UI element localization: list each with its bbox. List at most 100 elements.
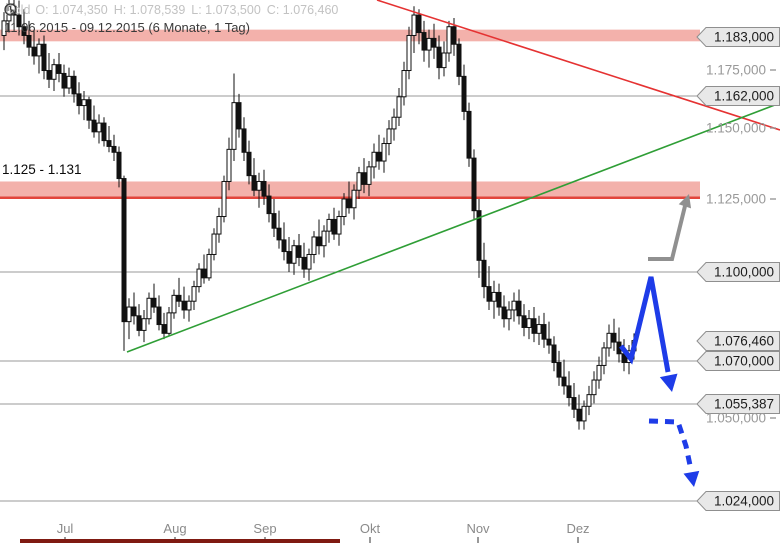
blue-dashed-arrow-head[interactable]	[683, 470, 700, 487]
candle-down	[331, 218, 337, 235]
blue-down-arrow-head[interactable]	[659, 373, 678, 392]
month-label: Okt	[360, 521, 381, 536]
resistance-zones[interactable]	[0, 29, 700, 200]
candle-up	[581, 405, 587, 422]
blue-dashed-arrow[interactable]	[648, 418, 694, 471]
gray-scenario-arrow-head[interactable]	[678, 194, 692, 209]
candle-up	[66, 75, 72, 89]
candle-down	[431, 37, 437, 48]
candle-up	[386, 128, 392, 145]
bottom-banner	[20, 539, 340, 543]
candle-down	[121, 178, 127, 323]
price-tag-label: 1.100,000	[714, 265, 774, 280]
candle-down	[111, 145, 117, 153]
candle-down	[451, 26, 457, 45]
candle-up	[411, 14, 417, 36]
candle-down	[56, 64, 62, 74]
candle-down	[471, 157, 477, 212]
candle-down	[556, 362, 562, 378]
candle-down	[376, 151, 382, 162]
candle-down	[576, 408, 582, 422]
candle-up	[196, 268, 202, 288]
candle-up	[586, 394, 592, 407]
candle-down	[531, 318, 537, 334]
candle-up	[596, 364, 602, 381]
candle-up	[371, 151, 377, 168]
ohlc-item: L: 1.073,500	[191, 3, 261, 17]
candle-down	[456, 43, 462, 77]
candle-down	[41, 43, 47, 72]
price-tick-label: 1.125,000	[706, 192, 766, 207]
ohlc-item: C: 1.076,460	[266, 3, 339, 17]
candle-down	[571, 397, 577, 410]
candle-down	[101, 122, 107, 142]
candle-down	[21, 26, 27, 36]
month-label: Dez	[566, 521, 589, 536]
candle-up	[606, 332, 612, 349]
resistance-zone[interactable]	[0, 181, 700, 199]
time-axis: Jul Aug Sep Okt Nov Dez	[57, 521, 590, 543]
candle-down	[521, 315, 527, 328]
month-label: Nov	[466, 521, 490, 536]
candle-down	[241, 128, 247, 153]
candle-down	[106, 140, 112, 147]
candle-up	[401, 70, 407, 98]
support-trendline[interactable]	[126, 102, 780, 353]
candle-down	[546, 338, 552, 346]
gray-scenario-arrow[interactable]	[648, 205, 687, 261]
candle-down	[116, 151, 122, 180]
candle-down	[301, 256, 307, 270]
candle-up	[231, 102, 237, 150]
candle-up	[146, 297, 152, 320]
candle-down	[181, 300, 187, 311]
candle-up	[381, 143, 387, 162]
candle-up	[341, 198, 347, 218]
candle-up	[206, 253, 212, 279]
candle-down	[246, 151, 252, 177]
scenario-arrows[interactable]	[619, 194, 700, 487]
candle-up	[186, 300, 192, 311]
candle-down	[316, 236, 322, 247]
candle-down	[31, 46, 37, 57]
resistance-zone[interactable]	[0, 29, 700, 42]
candle-down	[271, 213, 277, 229]
candle-down	[71, 75, 77, 95]
candle-up	[591, 379, 597, 396]
price-tag-label: 1.076,460	[714, 334, 774, 349]
candle-down	[476, 210, 482, 261]
candle-down	[161, 324, 167, 334]
candle-up	[506, 309, 512, 320]
ohlc-values: O: 1.074,350 H: 1.078,539 L: 1.073,500 C: 1…	[35, 3, 344, 18]
candle-down	[611, 332, 617, 343]
ohlc-row: Gold O: 1.074,350 H: 1.078,539 L: 1.073,50…	[4, 3, 344, 18]
candle-down	[16, 14, 22, 28]
candle-down	[201, 268, 207, 279]
candle-down	[436, 46, 442, 69]
candle-down	[61, 72, 67, 89]
candle-down	[251, 175, 257, 191]
candles	[1, 0, 637, 430]
candle-up	[406, 34, 412, 72]
candle-up	[191, 286, 197, 302]
clock-icon	[4, 3, 17, 16]
candle-up	[336, 216, 342, 235]
candle-up	[526, 318, 532, 328]
candle-up	[441, 52, 447, 69]
candle-up	[291, 245, 297, 264]
candle-up	[396, 96, 402, 118]
candle-down	[131, 306, 137, 317]
candle-up	[321, 230, 327, 247]
resistance-trendline[interactable]	[376, 0, 780, 131]
month-label: Jul	[57, 521, 74, 536]
price-tag-label: 1.070,000	[714, 354, 774, 369]
candle-down	[286, 251, 292, 264]
blue-down-arrow[interactable]	[619, 276, 671, 373]
trendlines[interactable]	[126, 0, 780, 353]
date-range-label: 11.06.2015 - 09.12.2015 (6 Monate, 1 Tag…	[4, 20, 250, 35]
zone-border-line[interactable]	[0, 196, 700, 200]
candle-up	[356, 172, 362, 191]
candle-up	[326, 218, 332, 232]
horizontal-level-lines[interactable]	[0, 95, 697, 502]
